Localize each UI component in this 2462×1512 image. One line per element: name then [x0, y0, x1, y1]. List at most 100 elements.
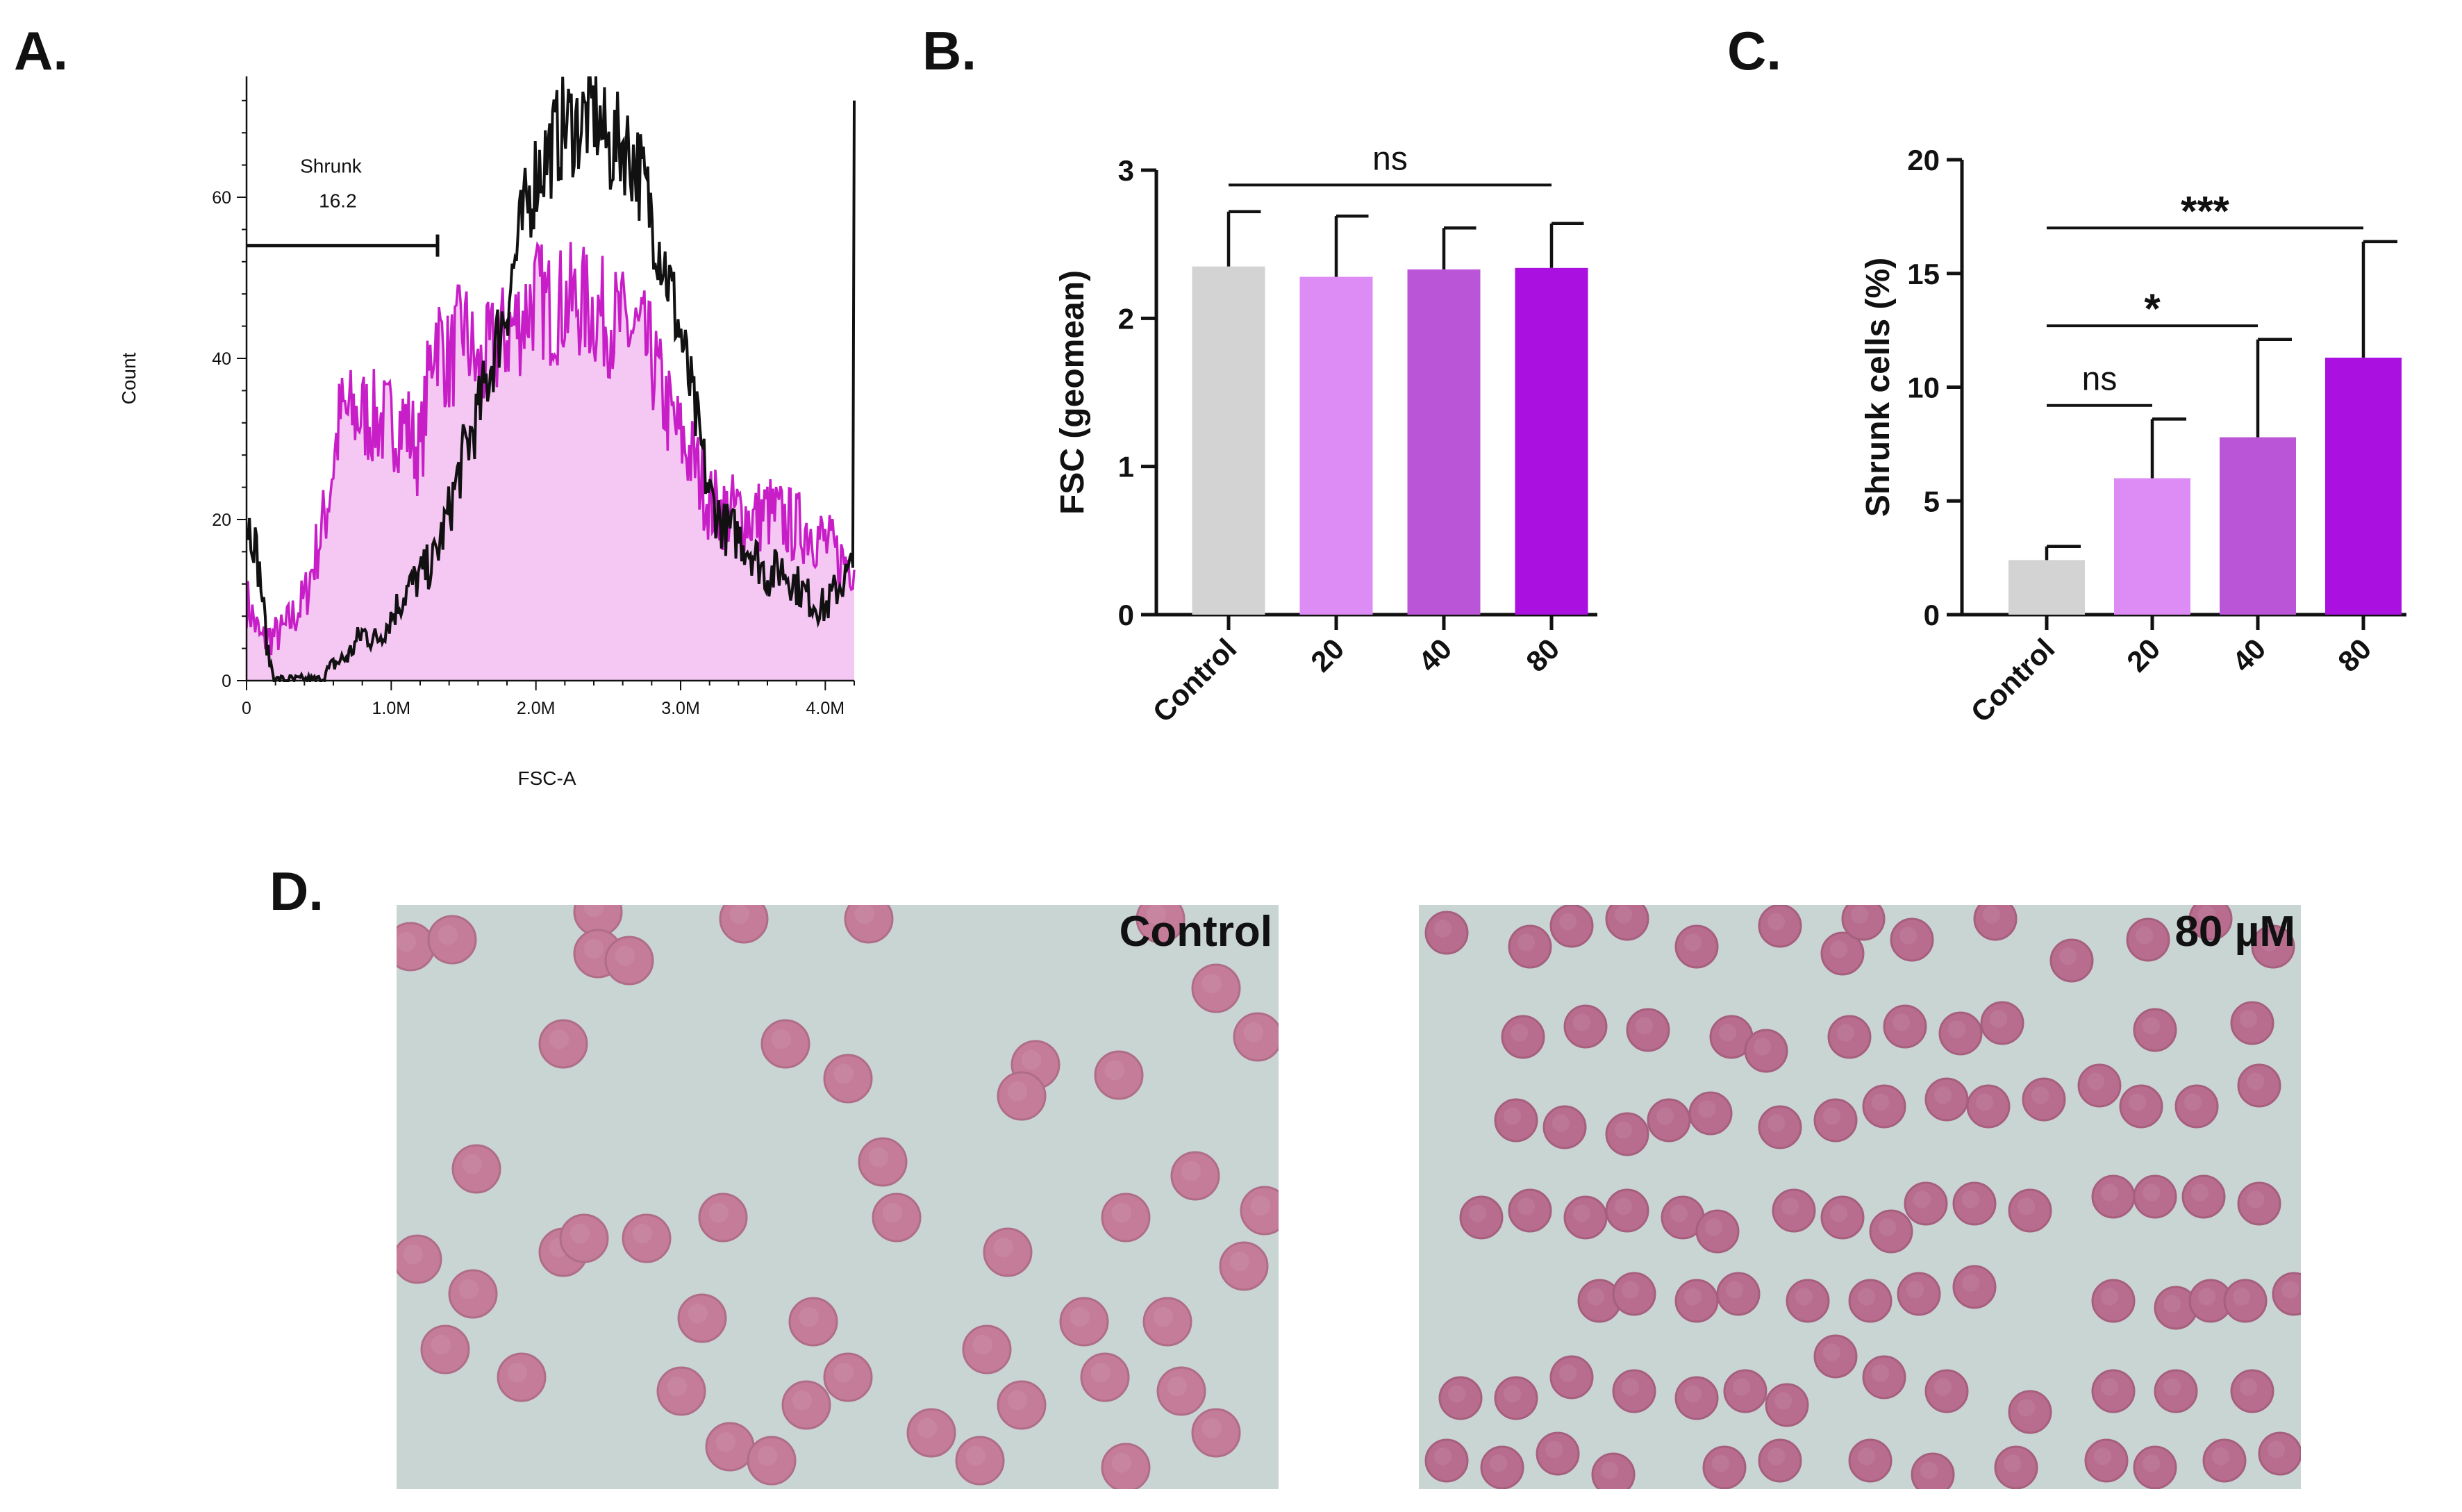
cell-highlight [2247, 1190, 2265, 1208]
cell-highlight [2004, 1454, 2022, 1472]
cell-highlight [2101, 1183, 2119, 1202]
bar-40 [2220, 437, 2296, 615]
red-blood-cell [1695, 1209, 1740, 1254]
red-blood-cell [1494, 1098, 1538, 1143]
red-blood-cell [1758, 1105, 1802, 1149]
control-cells [397, 905, 1279, 1489]
bar-80 [1515, 267, 1588, 615]
red-blood-cell [1494, 1376, 1538, 1420]
red-blood-cell [2091, 1279, 2136, 1323]
red-blood-cell [397, 1234, 442, 1284]
red-blood-cell [2237, 1181, 2281, 1226]
cell-highlight [1823, 1107, 1841, 1125]
y-axis-label: Shrunk cells (%) [1860, 258, 1897, 517]
cell-highlight [1167, 1376, 1188, 1397]
cell-highlight [1830, 1204, 1848, 1222]
red-blood-cell [1786, 1279, 1830, 1323]
red-blood-cell [2230, 1369, 2274, 1413]
red-blood-cell [451, 1144, 501, 1194]
cell-highlight [1851, 906, 1869, 924]
red-blood-cell [1240, 1186, 1279, 1236]
red-blood-cell [1549, 905, 1594, 948]
cell-highlight [615, 945, 635, 966]
cell-highlight [1201, 973, 1222, 994]
red-blood-cell [2154, 1369, 2198, 1413]
histogram-y-label: Count [118, 352, 140, 404]
cell-highlight [1899, 927, 1918, 945]
cell-highlight [1517, 1197, 1536, 1215]
cell-highlight [2059, 947, 2077, 965]
cell-highlight [1962, 1190, 1980, 1208]
cell-highlight [1111, 1452, 1132, 1473]
red-blood-cell [2258, 1431, 2301, 1476]
red-blood-cell [622, 1213, 672, 1263]
cell-highlight [2087, 1072, 2105, 1090]
shrunk-gate-value: 16.2 [319, 190, 356, 212]
cell-highlight [2031, 1086, 2049, 1104]
red-blood-cell [1674, 1376, 1719, 1420]
red-blood-cell [427, 915, 477, 965]
red-blood-cell [823, 1352, 873, 1402]
red-blood-cell [1605, 1188, 1649, 1233]
cell-highlight [1934, 1086, 1952, 1104]
treated-histogram-line [247, 241, 856, 656]
cell-highlight [1705, 1218, 1723, 1236]
red-blood-cell [997, 1380, 1047, 1430]
red-blood-cell [2133, 1008, 2177, 1052]
red-blood-cell [1080, 1352, 1130, 1402]
cell-highlight [1201, 1418, 1222, 1438]
cell-highlight [1517, 933, 1536, 952]
histogram-chart: 0 20 40 60 0 1.0M 2.0M 3.0M 4.0M FSC-A Count Shr… [118, 76, 856, 789]
histogram-y-tick-label: 60 [212, 188, 231, 208]
x-tick-label-40: 40 [2226, 632, 2272, 678]
micrograph-treated: 80 µM [1419, 905, 2301, 1489]
red-blood-cell [2202, 1438, 2247, 1483]
y-tick-label: 0 [1924, 599, 1940, 631]
cell-highlight [1622, 1378, 1640, 1396]
red-blood-cell [1508, 924, 1552, 969]
x-tick-label-20: 20 [1304, 632, 1350, 678]
x-tick-label-40: 40 [1412, 632, 1458, 678]
cell-highlight [854, 905, 875, 924]
cell-highlight [965, 1445, 986, 1466]
cell-highlight [1243, 1022, 1264, 1042]
cell-highlight [1879, 1218, 1897, 1236]
cell-highlight [1698, 1100, 1716, 1118]
red-blood-cell [1549, 1355, 1594, 1399]
cell-highlight [1545, 1440, 1563, 1459]
shrunk-gate-name: Shrunk [300, 156, 363, 177]
cell-highlight [1153, 1306, 1174, 1327]
cell-highlight [2163, 1378, 2181, 1396]
red-blood-cell [497, 1352, 547, 1402]
cell-highlight [549, 1029, 569, 1049]
red-blood-cell [760, 1019, 810, 1069]
red-blood-cell [719, 905, 769, 944]
cell-highlight [1511, 1024, 1529, 1042]
red-blood-cell [1542, 1105, 1587, 1149]
cell-highlight [2198, 1288, 2216, 1306]
red-blood-cell [2126, 917, 2170, 962]
red-blood-cell [1688, 1091, 1733, 1136]
red-blood-cell [2133, 1445, 2177, 1489]
cell-highlight [2018, 1197, 2036, 1215]
y-tick-label: 15 [1907, 258, 1940, 290]
red-blood-cell [962, 1324, 1012, 1374]
histogram-x-tick-label: 0 [242, 699, 251, 718]
significance-label: ns [2082, 361, 2118, 398]
x-tick-label-control: Control [1147, 632, 1243, 729]
red-blood-cell [1424, 911, 1469, 955]
cell-highlight [1684, 933, 1702, 952]
shrunk-gate: Shrunk 16.2 [247, 156, 440, 257]
red-blood-cell [677, 1293, 727, 1343]
red-blood-cell [2237, 1063, 2281, 1108]
histogram-y-tick-label: 0 [222, 672, 231, 691]
red-blood-cell [1924, 1077, 1969, 1122]
y-tick-label: 20 [1907, 144, 1940, 176]
red-blood-cell [1772, 1188, 1816, 1233]
cell-highlight [1906, 1281, 1924, 1299]
cell-highlight [1504, 1385, 1522, 1403]
red-blood-cell [1191, 1408, 1241, 1458]
cell-highlight [1229, 1251, 1250, 1272]
cell-highlight [1434, 1447, 1452, 1465]
micrograph-control: Control [397, 905, 1279, 1489]
